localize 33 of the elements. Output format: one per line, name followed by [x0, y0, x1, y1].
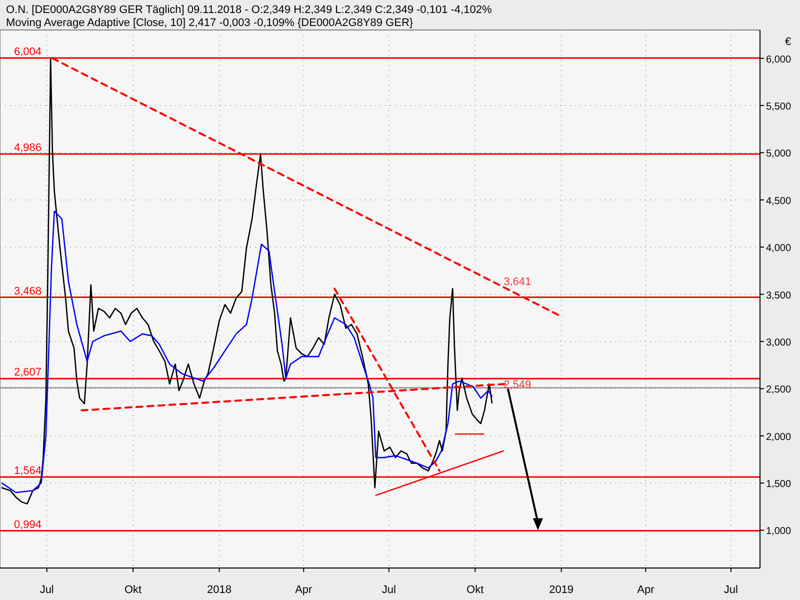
chart-title: O.N. [DE000A2G8Y89 GER Täglich] 09.11.2018 - O:2,349 H:2,349 L:2,349 C:2,349 -0,101 -4,102% [6, 4, 492, 16]
y-tick-label: 3,500 [766, 290, 792, 302]
ref-line-label: 6,004 [14, 46, 42, 58]
y-tick-label: 6,000 [766, 54, 792, 66]
x-tick-label: Jul [724, 584, 738, 596]
y-tick-label: 4,500 [766, 196, 792, 207]
y-tick-label: 3,000 [766, 337, 792, 348]
y-tick-label: 1,500 [766, 479, 792, 490]
ref-line-label: 0,994 [14, 518, 42, 531]
x-tick-label: Jul [40, 584, 54, 596]
y-tick-label: 5,000 [766, 148, 792, 160]
ref-line-label: 4,986 [14, 142, 42, 154]
ref-line-label: 2,607 [14, 366, 42, 379]
chart-subtitle: Moving Average Adaptive [Close, 10] 2,417 -0,003 -0,109% {DE000A2G8Y89 GER} [6, 17, 414, 29]
line-series [1, 58, 493, 504]
x-tick-label: Okt [124, 584, 142, 596]
x-tick-label: Apr [295, 584, 313, 596]
line-series [1, 210, 493, 494]
y-tick-label: 1,000 [766, 526, 792, 538]
y-tick-label: 4,000 [766, 243, 792, 254]
annotation: 2,549 [504, 379, 532, 392]
ref-line-label: 3,468 [14, 285, 42, 298]
x-tick-label: Apr [637, 584, 655, 596]
x-tick-label: 2019 [549, 584, 574, 596]
x-tick-label: 2018 [207, 584, 232, 596]
y-tick-label: 5,500 [766, 102, 792, 113]
x-tick-label: Jul [382, 584, 396, 596]
y-tick-label: 2,000 [766, 432, 792, 443]
annotation: 3,641 [504, 276, 532, 288]
ref-line-label: 1,564 [14, 465, 42, 478]
x-tick-label: Okt [466, 584, 484, 596]
y-tick-label: 2,500 [766, 384, 792, 396]
y-axis-title: € [785, 36, 792, 48]
